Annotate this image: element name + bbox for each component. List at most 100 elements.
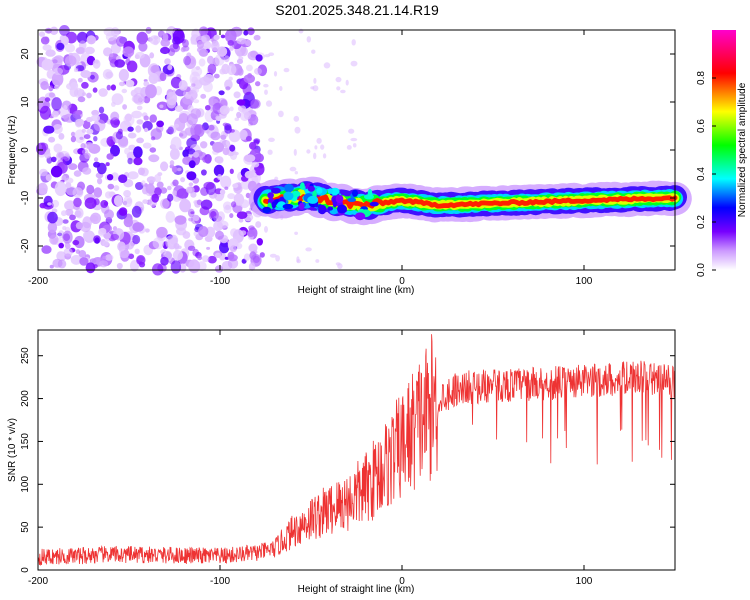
noise-blob	[115, 131, 123, 140]
noise-blob	[340, 89, 346, 94]
noise-blob	[72, 239, 80, 246]
noise-blob	[213, 215, 223, 222]
noise-blob	[58, 152, 64, 159]
noise-blob	[213, 34, 220, 41]
noise-blob	[183, 55, 192, 66]
noise-blob	[150, 136, 156, 141]
noise-blob	[146, 176, 156, 184]
noise-blob	[111, 101, 116, 107]
y-tick-label: 200	[20, 390, 31, 407]
noise-blob	[178, 80, 188, 91]
y-tick-label: 100	[20, 476, 31, 493]
noise-blob	[298, 28, 304, 34]
noise-blob	[81, 128, 87, 133]
noise-blob	[229, 144, 236, 152]
noise-blob	[133, 146, 143, 159]
noise-blob	[136, 119, 144, 125]
noise-blob	[243, 30, 249, 36]
noise-blob	[70, 82, 79, 90]
colorbar-tick-label: 0.2	[696, 215, 707, 229]
noise-blob	[86, 128, 94, 135]
noise-blob	[253, 34, 261, 41]
x-tick-label: 100	[576, 576, 593, 587]
noise-blob	[166, 91, 178, 106]
noise-blob	[64, 43, 76, 53]
noise-blob	[51, 199, 60, 208]
noise-blob	[124, 147, 131, 155]
noise-blob	[350, 137, 358, 142]
noise-blob	[122, 46, 135, 58]
noise-blob	[243, 74, 255, 84]
colorbar: 0.0 0.2 0.4 0.6 0.8 Normalized spectral ampl…	[696, 30, 748, 277]
noise-blob	[179, 198, 192, 213]
noise-blob	[63, 247, 73, 257]
noise-blob	[69, 214, 76, 221]
noise-blob	[172, 179, 179, 187]
noise-blob	[193, 230, 199, 237]
noise-blob	[54, 84, 60, 90]
noise-blob	[116, 262, 123, 270]
ridge-blob	[327, 188, 334, 194]
noise-blob	[235, 242, 243, 250]
noise-blob	[201, 169, 207, 176]
y-tick-label: 0	[20, 147, 31, 153]
noise-blob	[106, 153, 114, 160]
noise-blob	[227, 40, 235, 46]
noise-blob	[220, 134, 227, 140]
noise-blob	[138, 41, 148, 52]
noise-blob	[64, 55, 77, 67]
noise-blob	[160, 46, 170, 55]
noise-blob	[156, 226, 168, 238]
noise-blob	[51, 97, 62, 111]
ridge-blob	[314, 202, 319, 208]
noise-blob	[136, 31, 148, 45]
noise-blob	[255, 81, 261, 87]
noise-blob	[306, 36, 311, 43]
noise-blob	[82, 230, 94, 241]
noise-blob	[346, 145, 352, 150]
noise-blob	[201, 255, 210, 263]
ridge-blob	[262, 208, 271, 214]
noise-blob	[86, 35, 97, 45]
noise-blob	[257, 162, 264, 169]
noise-blob	[123, 195, 133, 208]
noise-blob	[267, 149, 273, 155]
noise-blob	[200, 141, 208, 149]
noise-blob	[214, 265, 224, 273]
colorbar-tick-label: 0.8	[696, 71, 707, 85]
noise-blob	[190, 40, 196, 45]
noise-blob	[68, 163, 78, 171]
noise-blob	[93, 187, 103, 198]
noise-blob	[313, 152, 317, 160]
noise-blob	[178, 113, 189, 124]
ridge-blob	[300, 182, 305, 190]
noise-blob	[322, 153, 327, 159]
noise-blob	[37, 182, 48, 195]
noise-blob	[48, 92, 56, 98]
noise-blob	[169, 160, 175, 166]
noise-blob	[118, 81, 126, 87]
noise-blob	[223, 205, 232, 214]
noise-blob	[214, 54, 225, 66]
noise-blob	[47, 211, 58, 224]
noise-blob	[213, 73, 220, 79]
noise-blob	[58, 133, 65, 140]
noise-blobs	[36, 25, 358, 276]
noise-blob	[125, 79, 135, 88]
noise-blob	[294, 171, 298, 175]
noise-blob	[156, 181, 164, 189]
noise-blob	[90, 74, 95, 80]
noise-blob	[86, 184, 95, 195]
noise-blob	[180, 46, 186, 53]
noise-blob	[93, 119, 106, 132]
noise-blob	[149, 114, 157, 123]
noise-blob	[86, 92, 92, 99]
noise-blob	[218, 90, 225, 96]
noise-blob	[256, 238, 263, 246]
x-tick-label: -100	[210, 276, 230, 287]
noise-blob	[109, 119, 115, 124]
noise-blob	[293, 148, 297, 156]
noise-blob	[93, 264, 98, 269]
noise-blob	[152, 237, 165, 250]
noise-blob	[160, 187, 168, 194]
